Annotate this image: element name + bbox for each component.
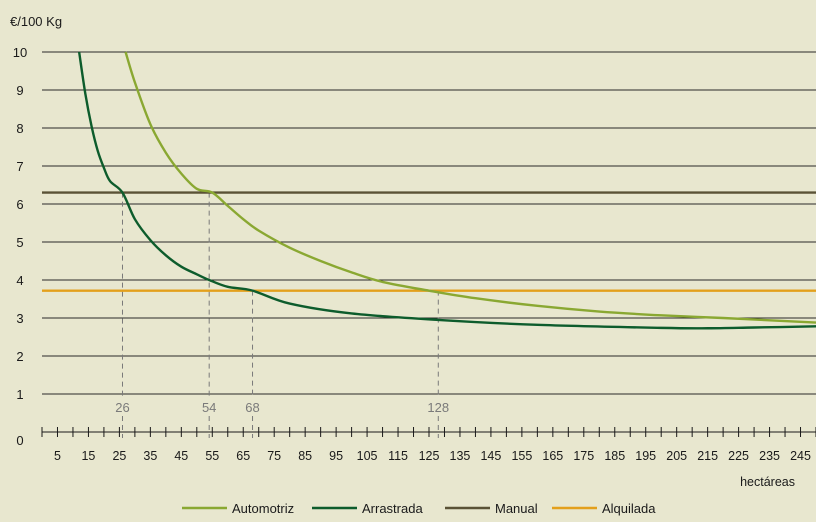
crossing-label: 68 <box>245 400 259 415</box>
x-tick-label: 215 <box>697 449 718 463</box>
x-tick-label: 175 <box>573 449 594 463</box>
grid-lines <box>42 51 816 395</box>
x-tick-label: 155 <box>511 449 532 463</box>
y-tick-label: 2 <box>16 349 23 364</box>
legend-label: Arrastrada <box>362 501 423 516</box>
crossing-guides: 26 54 68 128 <box>115 192 449 438</box>
y-tick-label: 0 <box>16 433 23 448</box>
x-tick-label: 135 <box>450 449 471 463</box>
x-tick-label: 225 <box>728 449 749 463</box>
x-tick-label: 55 <box>205 449 219 463</box>
legend-label: Alquilada <box>602 501 656 516</box>
x-tick-label: 235 <box>759 449 780 463</box>
x-tick-label: 245 <box>790 449 811 463</box>
series-lines <box>42 51 816 330</box>
y-axis-ticks: 0 1 2 3 4 5 6 7 8 9 10 <box>13 45 27 448</box>
x-tick-label: 185 <box>604 449 625 463</box>
y-tick-label: 7 <box>16 159 23 174</box>
x-axis-label: hectáreas <box>740 475 795 489</box>
x-tick-label: 75 <box>267 449 281 463</box>
crossing-label: 54 <box>202 400 216 415</box>
y-tick-label: 6 <box>16 197 23 212</box>
series-line-automotriz <box>124 51 816 324</box>
y-axis-label: €/100 Kg <box>10 14 62 29</box>
x-tick-label: 115 <box>388 449 408 463</box>
x-tick-label: 95 <box>329 449 343 463</box>
x-tick-label: 125 <box>419 449 440 463</box>
x-tick-label: 105 <box>357 449 378 463</box>
x-tick-label: 195 <box>635 449 656 463</box>
legend-label: Manual <box>495 501 538 516</box>
x-tick-label: 165 <box>542 449 563 463</box>
legend: Automotriz Arrastrada Manual Alquilada <box>182 501 656 516</box>
y-tick-label: 4 <box>16 273 23 288</box>
y-tick-label: 8 <box>16 121 23 136</box>
y-tick-label: 5 <box>16 235 23 250</box>
series-line-arrastrada <box>77 51 816 330</box>
crossing-label: 26 <box>115 400 129 415</box>
y-tick-label: 9 <box>16 83 23 98</box>
x-tick-label: 65 <box>236 449 250 463</box>
x-tick-label: 5 <box>54 449 61 463</box>
x-tick-label: 145 <box>480 449 501 463</box>
y-tick-label: 10 <box>13 45 27 60</box>
y-tick-label: 3 <box>16 311 23 326</box>
x-tick-label: 15 <box>81 449 95 463</box>
x-tick-label: 25 <box>112 449 126 463</box>
crossing-label: 128 <box>427 400 449 415</box>
x-tick-label: 35 <box>143 449 157 463</box>
x-tick-label: 205 <box>666 449 687 463</box>
x-tick-label: 45 <box>174 449 188 463</box>
legend-label: Automotriz <box>232 501 294 516</box>
y-tick-label: 1 <box>16 387 23 402</box>
x-axis: 5 15 25 35 45 55 65 75 85 95 105 115 125 135 145 155 165… <box>41 427 816 463</box>
x-tick-label: 85 <box>298 449 312 463</box>
